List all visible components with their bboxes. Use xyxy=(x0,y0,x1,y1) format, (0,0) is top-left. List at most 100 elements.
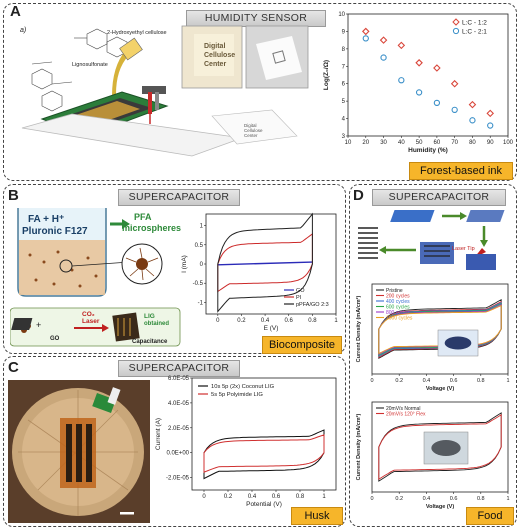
photo-logo-line1: Digital xyxy=(204,43,225,50)
laser-scribed-slice xyxy=(420,242,454,264)
x-tick-label: 0.4 xyxy=(248,494,257,500)
x-tick-label: 60 xyxy=(434,140,441,146)
x-tick-label: 0.8 xyxy=(477,496,485,502)
panel-c-banner: SUPERCAPACITOR xyxy=(118,360,240,377)
y-tick-label: -1 xyxy=(198,300,204,306)
x-tick-label: 0.4 xyxy=(261,318,270,324)
photo-logo-line3: Center xyxy=(204,61,226,68)
x-tick-label: 30 xyxy=(380,140,387,146)
legend-label: 400 cycles xyxy=(386,299,410,305)
panel-d-illustration: Laser Tip xyxy=(358,210,505,270)
x-tick-label: 90 xyxy=(487,140,494,146)
scale-bar xyxy=(120,512,134,515)
x-tick-label: 0.8 xyxy=(308,318,317,324)
legend-marker xyxy=(452,18,460,26)
cv-c-chart-svg: 0 0.2 0.4 0.6 0.8 1 -2.0E-05 0.0E+00 2.0E-05 4.0E… xyxy=(155,376,337,508)
cv-c-chart: 0 0.2 0.4 0.6 0.8 1 -2.0E-05 0.0E+00 2.0E-05 4.0E… xyxy=(152,372,342,512)
y-tick-label: 0 xyxy=(200,262,204,268)
cv-d2-chart-svg: 0 0.2 0.4 0.6 0.8 1 Voltage (V) Current Density… xyxy=(355,401,510,510)
x-tick-label: 80 xyxy=(469,140,476,146)
data-point-lc-2-1 xyxy=(451,106,458,114)
x-tick-label: 70 xyxy=(451,140,458,146)
x-tick-label: 0.4 xyxy=(423,378,431,384)
legend-label: 5s 5p Polyimide LIG xyxy=(211,392,263,398)
legend-label: L:C - 1:2 xyxy=(462,20,487,27)
inset-photo xyxy=(437,329,479,357)
y-tick-label: 0.5 xyxy=(195,243,204,249)
plus-sign: + xyxy=(36,320,41,330)
lignosulfonate-structure xyxy=(31,61,73,112)
go-sheet xyxy=(11,318,33,330)
printed-paper xyxy=(211,109,298,145)
data-point-lc-2-1 xyxy=(469,117,476,124)
legend-label: pPFA/GO 2:3 xyxy=(296,302,329,308)
photo-logo-text: Digital Cellulose Center xyxy=(204,43,235,68)
data-point-lc-1-2 xyxy=(450,79,459,88)
y-tick-label: -0.5 xyxy=(193,281,204,287)
laser-tip-label: Laser Tip xyxy=(452,246,475,252)
legend-label: Pristine xyxy=(386,288,403,294)
y-axis-label: Current Density (mA/cm²) xyxy=(355,414,362,481)
data-point-lc-2-1 xyxy=(433,99,441,107)
data-point-lc-1-2 xyxy=(379,36,388,44)
y-tick-label: 9 xyxy=(342,29,346,35)
y-tick-label: 8 xyxy=(342,47,346,53)
legend-label: L:C - 2:1 xyxy=(462,29,487,36)
series-line-go xyxy=(217,261,313,266)
x-tick-label: 50 xyxy=(416,140,423,146)
legend-label: 20mV/s Normal xyxy=(386,406,420,412)
x-tick-label: 40 xyxy=(398,140,405,146)
y-axis-label: I (mA) xyxy=(181,255,188,273)
x-tick-label: 0.4 xyxy=(423,496,431,502)
x-tick-label: 0.6 xyxy=(450,496,458,502)
cv-b-chart-svg: 0 0.2 0.4 0.6 0.8 1 -1 -0.5 0 0.5 1 E (V) I (mA) GOPI… xyxy=(181,212,338,332)
panel-c-tag: Husk xyxy=(291,507,343,525)
x-axis-label: Voltage (V) xyxy=(426,504,454,510)
legend-label: 1000 cycles xyxy=(386,315,413,321)
y-tick-label: 6 xyxy=(342,82,346,88)
legend-label: 20mV/s 120° Flex xyxy=(386,411,426,417)
inset-object xyxy=(444,336,472,350)
small-logo-line3: Center xyxy=(244,133,258,138)
pfa-line2: microspheres xyxy=(122,223,181,233)
legend-marker xyxy=(452,27,460,35)
x-tick-label: 0.8 xyxy=(296,494,305,500)
plot-frame xyxy=(347,13,509,137)
panel-a-letter: A xyxy=(10,3,21,20)
data-point-lc-1-2 xyxy=(397,41,406,50)
x-tick-label: 0.6 xyxy=(285,318,294,324)
panel-b-illustration: FA + H⁺ Pluronic F127 PFA microspheres +… xyxy=(10,208,181,347)
data-point-lc-2-1 xyxy=(487,122,494,129)
panel-a-tag: Forest-based ink xyxy=(409,162,513,180)
series-loop xyxy=(378,304,502,355)
data-point-lc-2-1 xyxy=(415,89,423,96)
x-tick-label: 1 xyxy=(334,318,338,324)
x-tick-label: 0.6 xyxy=(272,494,281,500)
small-logo-line2: Cellulose xyxy=(244,128,263,133)
x-tick-label: 0.2 xyxy=(224,494,233,500)
x-tick-label: 1 xyxy=(506,496,509,502)
x-tick-label: 0.2 xyxy=(237,318,246,324)
y-tick-label: -2.0E-05 xyxy=(166,476,190,482)
panel-b-banner: SUPERCAPACITOR xyxy=(118,189,240,206)
lig-electrode xyxy=(112,312,140,342)
print-platform xyxy=(21,113,243,157)
obtained-label: obtained xyxy=(144,321,169,327)
data-point-lc-2-1 xyxy=(362,35,369,42)
series-loop xyxy=(217,212,313,313)
lig-label: LIG xyxy=(144,313,155,320)
x-tick-label: 1 xyxy=(506,378,509,384)
y-tick-label: 4.0E-05 xyxy=(168,401,190,407)
co2-label: CO₂ xyxy=(82,311,95,318)
series-loop xyxy=(203,434,325,473)
data-point-lc-1-2 xyxy=(415,59,423,67)
x-axis-label: Humidity (%) xyxy=(408,147,448,154)
go-label: GO xyxy=(50,336,60,342)
y-axis-label: Current Density (mA/cm²) xyxy=(355,296,362,363)
pour-stream xyxy=(112,50,130,96)
panel-c-letter: C xyxy=(8,359,19,376)
y-tick-label: 6.0E-05 xyxy=(168,376,190,382)
plot-frame xyxy=(191,377,337,491)
capacitance-label: Capacitance xyxy=(132,339,168,345)
data-point-lc-1-2 xyxy=(361,27,370,36)
